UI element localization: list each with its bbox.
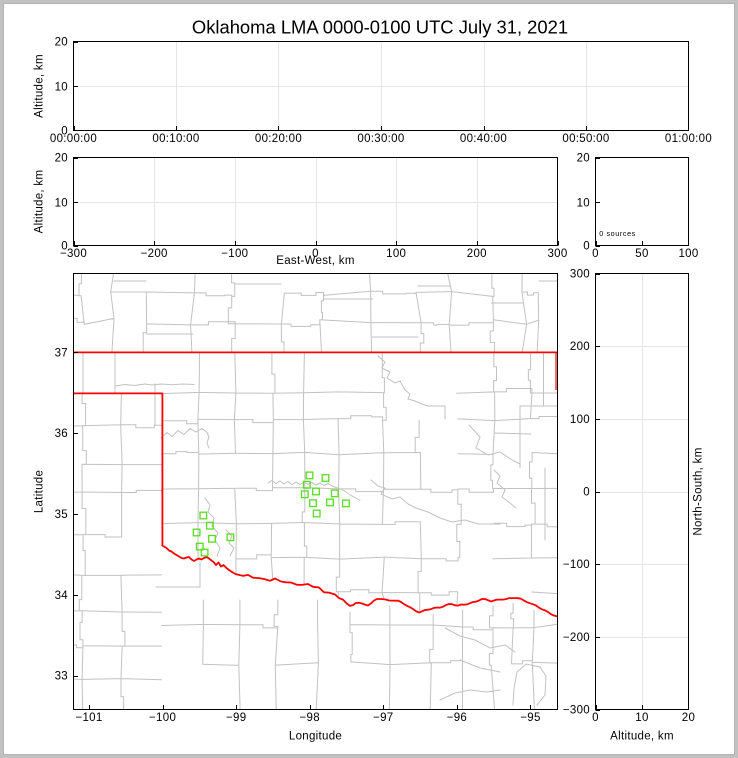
svg-text:−100: −100 (563, 559, 590, 571)
svg-text:Altitude, km: Altitude, km (34, 170, 46, 234)
svg-text:0: 0 (61, 126, 68, 138)
svg-text:10: 10 (55, 82, 68, 94)
svg-text:300: 300 (570, 269, 590, 281)
svg-text:35: 35 (55, 509, 68, 521)
svg-text:100: 100 (678, 248, 698, 260)
svg-text:−300: −300 (60, 248, 87, 260)
svg-text:−96: −96 (447, 712, 467, 724)
svg-text:20: 20 (577, 153, 590, 165)
svg-text:−95: −95 (520, 712, 540, 724)
svg-text:Longitude: Longitude (289, 731, 342, 743)
svg-text:Altitude, km: Altitude, km (610, 731, 674, 743)
svg-text:20: 20 (682, 712, 695, 724)
svg-text:−99: −99 (226, 712, 246, 724)
svg-text:50: 50 (635, 248, 648, 260)
svg-text:100: 100 (386, 248, 406, 260)
svg-text:00:00:00: 00:00:00 (50, 133, 97, 145)
svg-text:20: 20 (55, 153, 68, 165)
svg-text:00:40:00: 00:40:00 (460, 133, 507, 145)
svg-text:0 sources: 0 sources (599, 229, 636, 238)
svg-text:East-West, km: East-West, km (276, 255, 354, 267)
svg-text:01:00:00: 01:00:00 (665, 133, 712, 145)
svg-text:00:30:00: 00:30:00 (357, 133, 404, 145)
svg-text:−101: −101 (75, 712, 102, 724)
svg-text:00:10:00: 00:10:00 (152, 133, 199, 145)
svg-text:33: 33 (55, 671, 68, 683)
svg-text:37: 37 (55, 347, 68, 359)
svg-text:0: 0 (592, 248, 599, 260)
svg-text:0: 0 (583, 241, 590, 253)
svg-text:100: 100 (570, 414, 590, 426)
svg-text:36: 36 (55, 428, 68, 440)
svg-text:10: 10 (577, 198, 590, 210)
svg-text:200: 200 (467, 248, 487, 260)
svg-text:−200: −200 (141, 248, 168, 260)
svg-text:0: 0 (61, 241, 68, 253)
svg-text:00:20:00: 00:20:00 (255, 133, 302, 145)
svg-text:0: 0 (583, 487, 590, 499)
svg-text:10: 10 (55, 198, 68, 210)
svg-text:300: 300 (547, 248, 567, 260)
svg-text:20: 20 (55, 37, 68, 49)
svg-text:10: 10 (635, 712, 648, 724)
svg-text:34: 34 (55, 590, 69, 602)
svg-text:−100: −100 (221, 248, 248, 260)
svg-text:200: 200 (570, 341, 590, 353)
svg-text:Latitude: Latitude (34, 470, 46, 513)
svg-text:−200: −200 (563, 632, 590, 644)
svg-text:Oklahoma LMA 0000-0100 UTC Jul: Oklahoma LMA 0000-0100 UTC July 31, 2021 (192, 16, 568, 37)
svg-text:0: 0 (312, 248, 319, 260)
svg-text:Altitude, km: Altitude, km (34, 54, 46, 118)
svg-text:−100: −100 (149, 712, 176, 724)
svg-text:−98: −98 (299, 712, 319, 724)
svg-text:00:50:00: 00:50:00 (562, 133, 609, 145)
svg-text:0: 0 (592, 712, 599, 724)
svg-text:North-South, km: North-South, km (693, 447, 705, 535)
svg-text:−97: −97 (373, 712, 393, 724)
svg-text:−300: −300 (563, 705, 590, 717)
